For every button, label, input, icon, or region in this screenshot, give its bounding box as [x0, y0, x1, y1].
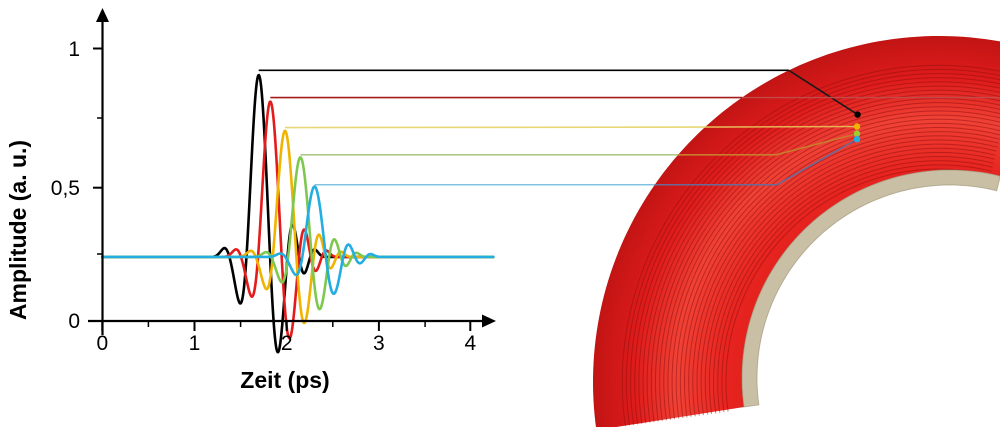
svg-text:2: 2 [281, 332, 293, 355]
svg-text:0: 0 [96, 332, 108, 355]
svg-text:Amplitude (a. u.): Amplitude (a. u.) [5, 140, 31, 320]
svg-text:Zeit (ps): Zeit (ps) [240, 367, 329, 393]
svg-text:0,5: 0,5 [51, 177, 80, 200]
svg-text:4: 4 [464, 332, 476, 355]
svg-text:3: 3 [373, 332, 385, 355]
svg-text:1: 1 [189, 332, 201, 355]
svg-text:0: 0 [68, 310, 80, 333]
svg-text:1: 1 [68, 38, 80, 61]
